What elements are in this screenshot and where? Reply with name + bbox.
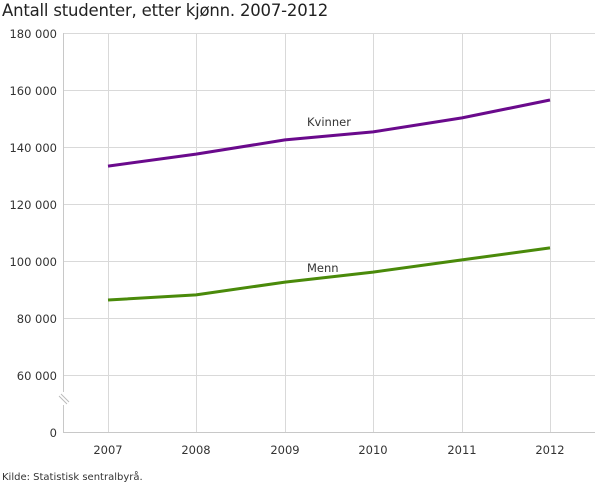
source-note: Kilde: Statistisk sentralbyrå.	[2, 472, 143, 483]
y-tick: 140 000	[9, 141, 57, 155]
x-tick: 2010	[358, 443, 387, 457]
y-tick: 80 000	[17, 312, 57, 326]
y-tick-labels: 180 000 160 000 140 000 120 000 100 000 …	[9, 27, 57, 440]
vertical-gridlines	[108, 33, 551, 432]
x-tick: 2008	[181, 443, 210, 457]
x-tick: 2012	[535, 443, 564, 457]
x-tick: 2009	[270, 443, 299, 457]
y-tick: 160 000	[9, 84, 57, 98]
horizontal-gridlines	[63, 33, 595, 376]
series-label-kvinner: Kvinner	[307, 115, 351, 129]
axis-break-icon	[58, 393, 70, 405]
y-tick: 0	[50, 426, 57, 440]
y-tick: 100 000	[9, 255, 57, 269]
chart-title: Antall studenter, etter kjønn. 2007-2012	[2, 1, 329, 20]
y-tick: 60 000	[17, 369, 57, 383]
x-tick: 2007	[93, 443, 122, 457]
y-tick: 180 000	[9, 27, 57, 41]
x-tick: 2011	[447, 443, 476, 457]
x-tick-labels: 2007 2008 2009 2010 2011 2012	[93, 443, 564, 457]
series-label-menn: Menn	[307, 261, 339, 275]
y-tick: 120 000	[9, 198, 57, 212]
series-line-kvinner	[107, 98, 551, 168]
series-line-menn	[107, 246, 551, 302]
